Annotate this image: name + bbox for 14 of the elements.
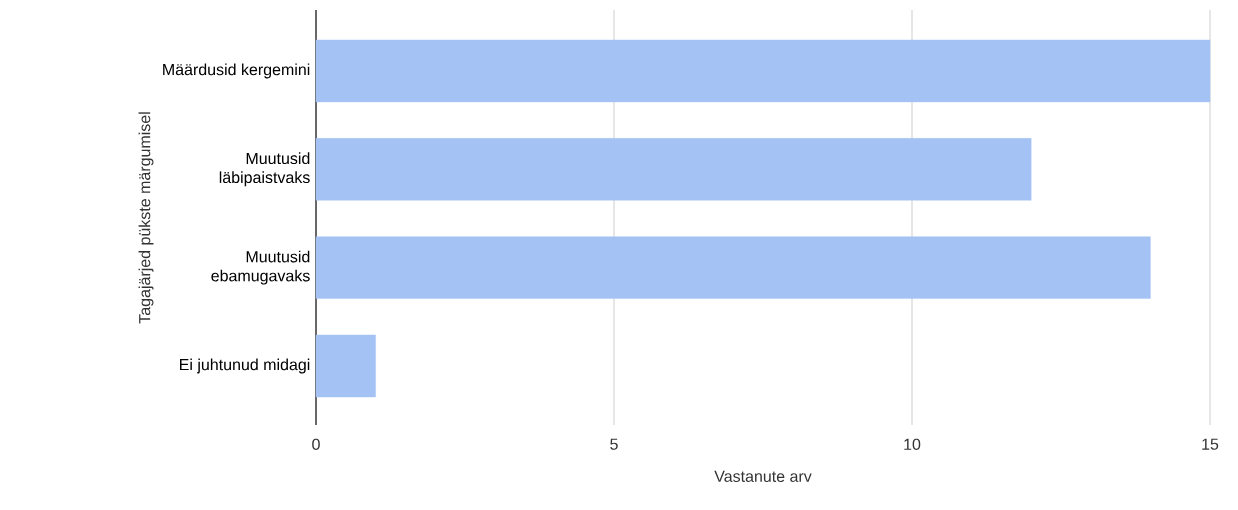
x-tick-label: 5 [610,438,618,450]
x-tick-label: 10 [904,438,921,450]
bar [315,236,1151,299]
bar [315,334,376,398]
y-tick-label: Määrdusid kergemini [163,63,310,79]
y-tick-label: Ei juhtunud midagi [180,358,310,374]
x-axis-title: Vastanute arv [714,470,812,483]
bar [315,138,1032,201]
y-tick-label: Muutusid läbipaistvaks [219,152,310,187]
x-tick-label: 0 [312,438,320,450]
y-axis-title: Tagajärjed pükste märgumisel [138,112,154,324]
bar [315,39,1211,103]
y-tick-label: Muutusid ebamugavaks [211,250,310,285]
x-tick-label: 15 [1202,438,1219,450]
